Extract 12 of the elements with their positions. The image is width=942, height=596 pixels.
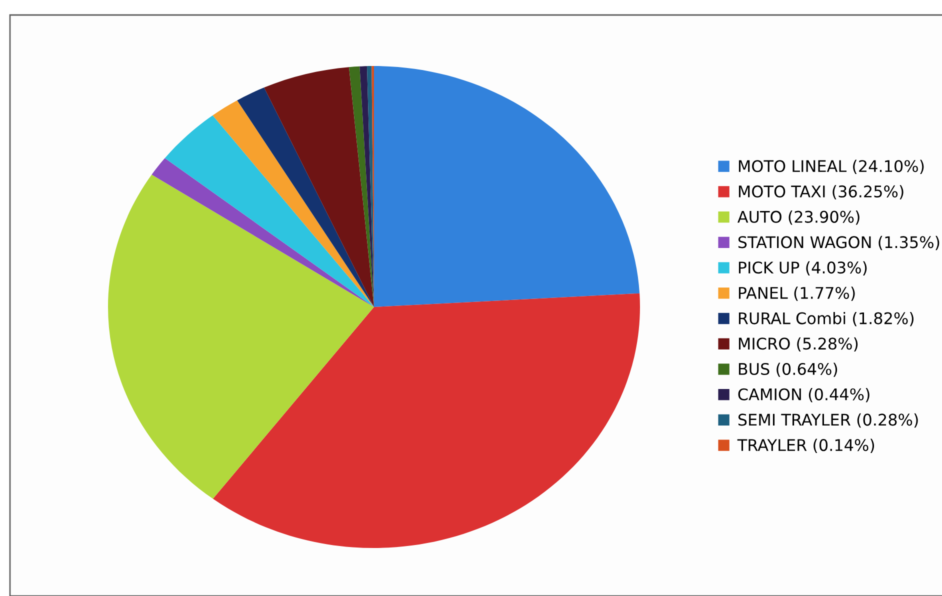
legend-label: MOTO TAXI (36.25%) [738,185,904,200]
legend-label: BUS (0.64%) [738,362,838,377]
legend-label: PANEL (1.77%) [738,286,855,301]
legend-label: PICK UP (4.03%) [738,261,867,276]
legend-label: RURAL Combi (1.82%) [738,312,914,326]
legend-label: TRAYLER (0.14%) [737,438,874,453]
legend-label: SEMI TRAYLER (0.28%) [738,413,918,428]
legend-label: MOTO LINEAL (24.10%) [738,160,924,174]
legend-label: AUTO (23.90%) [738,210,860,225]
legend-label: CAMION (0.44%) [738,388,870,402]
legend-label: MICRO (5.28%) [738,337,858,352]
legend-label: STATION WAGON (1.35%) [738,236,940,250]
